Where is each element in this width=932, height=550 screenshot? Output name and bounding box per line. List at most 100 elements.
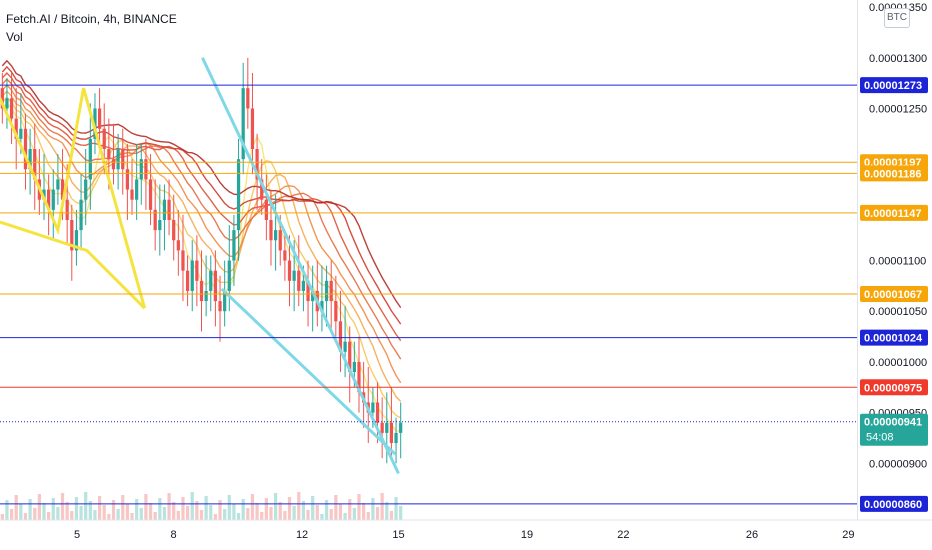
volume-bar [399,506,403,520]
volume-bar [195,501,199,520]
candle-body [380,422,384,433]
x-axis-tick-label: 12 [296,529,308,541]
candle-body [23,128,28,170]
moving-average-line [1,84,402,384]
moving-average-line [1,78,402,360]
volume-bar [292,506,296,520]
candle-body [338,321,343,352]
current-price-label-bg [860,413,928,446]
volume-bar [209,505,213,520]
candle-body [255,149,259,180]
volume-bar [93,510,97,520]
candle-body [218,301,222,312]
volume-bar [315,505,319,520]
candle-body [84,179,88,200]
volume-bar [241,499,245,520]
volume-bar [190,492,194,520]
volume-bar [79,506,83,520]
volume-bar [5,500,9,520]
volume-bar [204,496,208,520]
price-level-label-bg [860,379,928,396]
price-level-label: 0.00001024 [864,333,923,345]
price-level-label: 0.00001273 [864,80,922,92]
candle-body [158,219,162,231]
candle-body [343,341,347,352]
candle-body [195,260,199,281]
candle-body [172,219,176,241]
candle-body [125,169,130,190]
volume-bar [218,500,222,520]
candle-body [0,88,4,109]
volume-bar [9,509,14,520]
volume-bar [65,502,69,520]
y-axis-tick-label: 0.00001250 [869,103,927,115]
volume-bar [181,497,185,520]
candle-body [213,270,218,302]
volume-bar [227,495,231,520]
volume-bar [394,497,398,520]
candle-body [241,88,245,160]
volume-bar [51,498,55,520]
volume-bar [389,511,394,520]
candle-body [250,108,255,150]
volume-indicator-label[interactable]: Vol [6,30,23,44]
candle-body [47,189,51,210]
candle-body [121,149,125,170]
candle-body [389,422,394,444]
price-level-label: 0.00001067 [864,289,922,301]
volume-bar [366,512,370,520]
x-axis-tick-label: 8 [170,529,176,541]
candle-body [139,159,143,180]
candle-body [14,118,18,139]
y-axis-tick-label: 0.00001100 [869,256,926,268]
volume-bar [375,507,380,520]
channel-lower-line [220,287,397,456]
candle-body [167,199,171,220]
volume-bar [0,514,4,520]
moving-average-line [1,71,402,342]
volume-bar [371,498,375,520]
volume-bar [144,494,148,520]
candle-body [385,422,389,433]
volume-bar [167,493,171,520]
volume-bar [236,513,241,520]
volume-bar [306,510,310,520]
candle-body [56,179,60,190]
candle-body [162,199,167,220]
volume-bar [185,506,190,520]
candle-body [28,149,32,170]
candle-body [236,159,241,231]
volume-bar [362,503,366,520]
volume-bar [213,514,218,520]
volume-bar [97,496,102,520]
candle-body [93,108,97,139]
candle-body [176,240,180,251]
volume-bar [60,493,65,520]
candle-body [348,341,352,373]
candle-body [311,290,315,302]
volume-bar [250,494,255,520]
candle-body [60,179,65,200]
currency-badge[interactable]: BTC [884,8,910,28]
bar-countdown-label: 54:08 [866,432,894,444]
candle-body [334,301,338,322]
candle-body [227,260,231,291]
candle-body [181,250,185,271]
price-level-label: 0.00000975 [864,382,922,394]
volume-bar [311,496,315,520]
volume-bar [301,501,306,520]
candle-body [223,290,227,312]
y-axis-tick-label: 0.00001050 [869,306,927,318]
volume-bar [352,508,356,520]
x-axis-tick-label: 15 [392,529,404,541]
candle-body [297,270,301,291]
candle-body [88,138,92,180]
volume-bar [135,499,139,520]
candle-body [306,280,310,302]
volume-bar [88,501,92,520]
price-level-label-bg [860,165,928,182]
volume-bar [84,492,88,520]
candle-body [320,301,324,312]
volume-bar [130,513,134,520]
